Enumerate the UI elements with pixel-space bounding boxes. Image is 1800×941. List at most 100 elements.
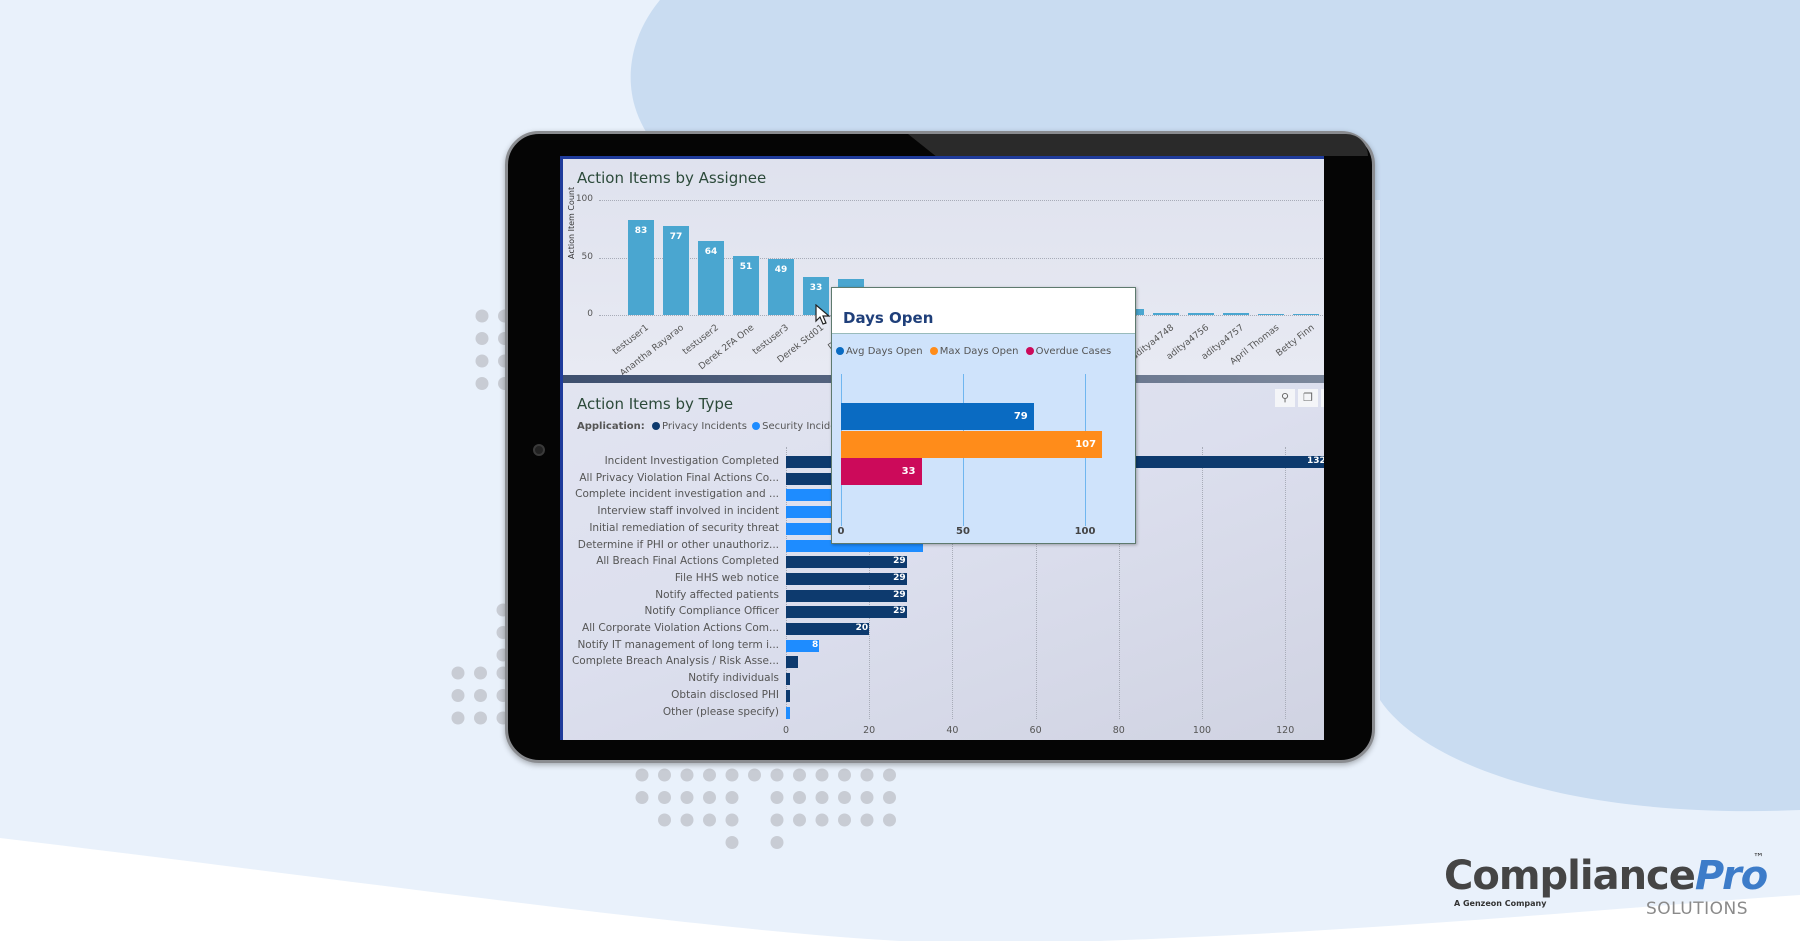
assignee-chart-panel[interactable]: Action Items by Assignee Action Item Cou…	[563, 159, 1324, 379]
bar-data-label: 20	[855, 623, 869, 633]
decor-dot	[770, 836, 784, 849]
tooltip-bar	[841, 458, 922, 485]
row-label: All Breach Final Actions Completed	[596, 555, 779, 568]
decor-dot	[860, 813, 874, 827]
decor-dot	[725, 836, 739, 849]
tooltip-title: Days Open	[843, 309, 934, 327]
copy-icon[interactable]: ❐	[1298, 389, 1318, 407]
bar-data-label: 83	[634, 225, 648, 236]
assignee-chart-title: Action Items by Assignee	[577, 169, 767, 187]
type-bar	[786, 639, 820, 652]
decor-dot	[770, 813, 784, 827]
background-wave	[0, 838, 1800, 941]
assignee-bar	[1188, 312, 1214, 315]
x-tick-label: 100	[1192, 725, 1212, 736]
decor-dot	[451, 711, 465, 725]
row-label: Complete incident investigation and ...	[575, 488, 779, 501]
tooltip-header: Days Open	[832, 288, 1135, 334]
type-bar	[786, 706, 791, 719]
bar-data-label: 29	[893, 572, 906, 583]
row-label: File HHS web notice	[674, 571, 779, 584]
tooltip-legend: Avg Days Open Max Days Open Overdue Case…	[834, 346, 1111, 357]
legend-max: Max Days Open	[939, 346, 1019, 357]
type-bar	[786, 572, 907, 585]
gridline	[1202, 447, 1203, 719]
row-label: Complete Breach Analysis / Risk Asse...	[571, 655, 779, 668]
days-open-tooltip: Days Open Avg Days Open Max Days Open Ov…	[831, 287, 1136, 544]
bar-data-label: 132	[1307, 456, 1324, 466]
bar-data-label: 51	[739, 262, 753, 273]
bar-data-label: 49	[774, 264, 788, 275]
type-chart-legend: Application: Privacy Incidents Security …	[577, 421, 852, 432]
decor-dot	[815, 768, 829, 782]
tooltip-bar	[841, 430, 1103, 458]
filter-icon[interactable]: ≡	[1321, 389, 1324, 407]
type-bar	[786, 689, 791, 702]
decor-dot	[474, 689, 487, 702]
visual-header-icons: ⚲ ❐ ≡	[1275, 389, 1324, 407]
gridline	[599, 257, 1324, 259]
decor-dot	[703, 813, 716, 827]
decor-dot	[860, 791, 874, 804]
type-bar	[786, 656, 799, 669]
decor-dot	[475, 354, 489, 368]
bezel-glare	[908, 134, 1368, 156]
tooltip-data-label: 79	[1013, 411, 1028, 422]
x-tick-label: 0	[782, 725, 790, 736]
legend-avg: Avg Days Open	[846, 346, 923, 357]
bar-data-label: 8	[812, 639, 819, 650]
assignee-bar	[733, 256, 759, 315]
security-dot-icon	[752, 422, 761, 430]
legend-privacy[interactable]: Privacy Incidents	[661, 421, 747, 432]
pin-icon[interactable]: ⚲	[1275, 389, 1295, 407]
row-label: Obtain disclosed PHI	[671, 688, 779, 701]
decor-dot	[658, 768, 671, 782]
gridline	[1285, 447, 1287, 719]
row-label: Initial remediation of security threat	[589, 521, 779, 534]
decor-dot	[474, 666, 487, 680]
dashboard-screen: Action Items by Assignee Action Item Cou…	[560, 156, 1324, 740]
x-tick-label: 20	[863, 725, 876, 736]
tooltip-data-label: 107	[1075, 438, 1097, 450]
decor-dot	[793, 768, 806, 782]
decor-dot	[860, 768, 874, 782]
x-tick-label: 40	[946, 725, 959, 736]
row-label: Notify IT management of long term i...	[577, 638, 779, 651]
decor-dot	[793, 813, 806, 827]
avg-dot-icon	[836, 347, 844, 355]
tooltip-x-tick: 50	[956, 526, 970, 537]
decor-dot	[883, 768, 896, 782]
decor-dot	[770, 791, 784, 804]
y-tick-label: 50	[581, 251, 593, 262]
decor-dot	[703, 768, 716, 782]
decor-dot	[658, 791, 671, 804]
assignee-bar	[1153, 312, 1179, 315]
row-label: Notify affected patients	[655, 588, 779, 601]
decor-dot	[793, 791, 806, 804]
row-label: Incident Investigation Completed	[604, 455, 779, 467]
x-tick-label: 80	[1112, 725, 1125, 736]
type-bar	[786, 556, 907, 569]
assignee-bar	[663, 226, 689, 315]
x-tick-label: 120	[1276, 725, 1295, 736]
type-bar	[786, 589, 907, 602]
legend-title: Application:	[577, 421, 645, 432]
legend-security[interactable]: Security Incidents	[762, 421, 852, 432]
tooltip-x-tick: 100	[1074, 526, 1096, 537]
row-label: Other (please specify)	[662, 705, 779, 718]
type-chart-panel[interactable]: ⚲ ❐ ≡ Action Items by Type Application: …	[563, 383, 1324, 740]
tooltip-x-tick: 0	[837, 526, 845, 537]
decor-dot	[838, 813, 851, 827]
row-label: Determine if PHI or other unauthoriz...	[577, 538, 779, 551]
background-blob	[630, 0, 1800, 812]
decor-dot	[725, 791, 739, 804]
decor-dot	[815, 813, 829, 827]
gridline	[952, 447, 954, 719]
decor-dot	[680, 768, 694, 782]
type-bar	[786, 673, 791, 686]
logo-tagline: A Genzeon Company	[1454, 899, 1547, 908]
tooltip-data-label: 33	[901, 466, 916, 477]
decor-dot	[748, 768, 761, 782]
gridline	[599, 200, 1324, 201]
row-label: All Privacy Violation Final Actions Co..…	[579, 471, 779, 484]
